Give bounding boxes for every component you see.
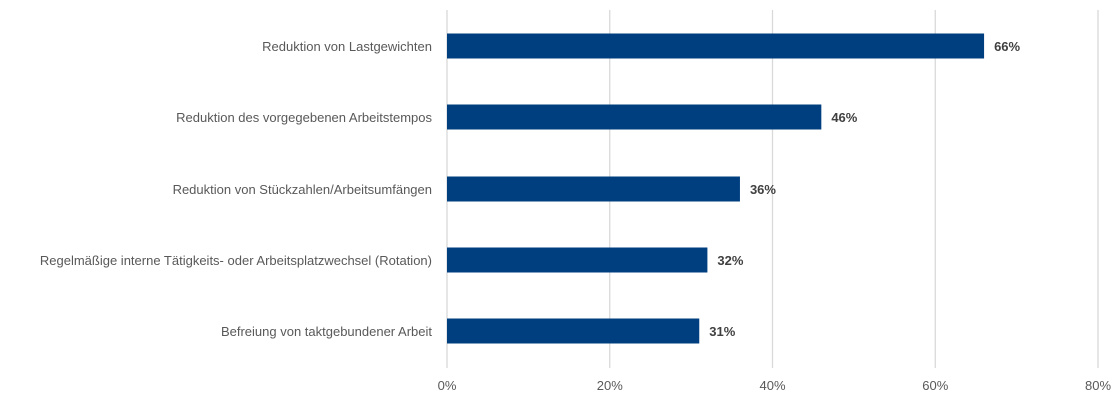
x-tick-label: 60%	[922, 378, 948, 393]
x-axis-tick-labels: 0% 20% 40% 60% 80%	[438, 378, 1112, 393]
category-label: Befreiung von taktgebundener Arbeit	[221, 324, 432, 339]
bar	[447, 33, 985, 59]
category-label: Regelmäßige interne Tätigkeits- oder Arb…	[40, 253, 432, 268]
data-label: 32%	[717, 253, 743, 268]
x-tick-label: 40%	[759, 378, 785, 393]
data-label: 31%	[709, 324, 735, 339]
data-label: 36%	[750, 182, 776, 197]
bar	[447, 318, 700, 344]
bar	[447, 176, 740, 202]
data-label: 66%	[994, 39, 1020, 54]
x-tick-label: 80%	[1085, 378, 1111, 393]
x-tick-label: 20%	[597, 378, 623, 393]
category-label: Reduktion von Stückzahlen/Arbeitsumfänge…	[173, 182, 432, 197]
category-label: Reduktion von Lastgewichten	[262, 39, 432, 54]
bar	[447, 247, 708, 273]
bar	[447, 104, 822, 130]
bars	[447, 33, 985, 344]
data-labels: 66% 46% 36% 32% 31%	[709, 39, 1020, 339]
x-tick-label: 0%	[438, 378, 457, 393]
gridlines	[446, 10, 1099, 368]
category-labels: Reduktion von Lastgewichten Reduktion des…	[40, 39, 433, 339]
category-label: Reduktion des vorgegebenen Arbeitstempos	[176, 110, 432, 125]
data-label: 46%	[831, 110, 857, 125]
